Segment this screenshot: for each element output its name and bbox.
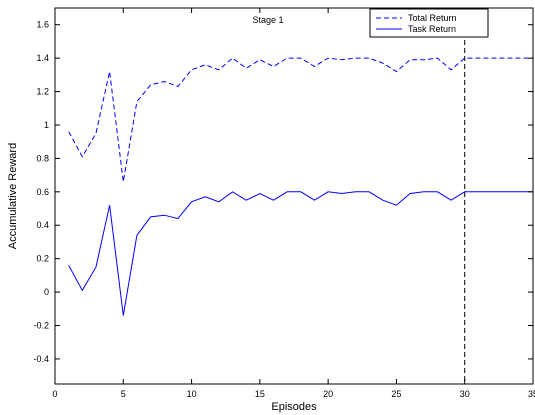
y-tick-label: 1 (44, 120, 49, 130)
y-tick-label: 0.2 (36, 254, 49, 264)
y-tick-label: 1.6 (36, 20, 49, 30)
plot-area (54, 7, 534, 385)
x-tick-label: 35 (528, 389, 535, 399)
x-tick-label: 20 (323, 389, 333, 399)
x-tick-label: 0 (52, 389, 57, 399)
y-tick-label: 0.4 (36, 220, 49, 230)
plot-content (68, 8, 534, 384)
axis-ticks: 0 5 10 15 20 25 30 35 -0.4 -0.2 0 0.2 0.4 0.6 0.8 1 1.2 1… (33, 8, 535, 399)
x-tick-label: 25 (391, 389, 401, 399)
x-tick-label: 10 (187, 389, 197, 399)
legend-label: Total Return (408, 13, 457, 23)
y-tick-label: 0 (44, 287, 49, 297)
x-tick-label: 15 (255, 389, 265, 399)
x-tick-label: 30 (460, 389, 470, 399)
y-tick-label: 1.2 (36, 87, 49, 97)
legend-box (369, 8, 489, 38)
y-axis-title: Accumulative Reward (7, 143, 19, 249)
stage-annotation: Stage 1 (252, 15, 283, 25)
y-tick-label: -0.2 (33, 321, 49, 331)
y-tick-label: -0.4 (33, 354, 49, 364)
legend-label: Task Return (408, 24, 456, 34)
y-tick-label: 0.8 (36, 153, 49, 163)
x-axis-title: Episodes (271, 401, 317, 413)
y-tick-label: 0.6 (36, 187, 49, 197)
x-tick-label: 5 (121, 389, 126, 399)
y-tick-label: 1.4 (36, 53, 49, 63)
